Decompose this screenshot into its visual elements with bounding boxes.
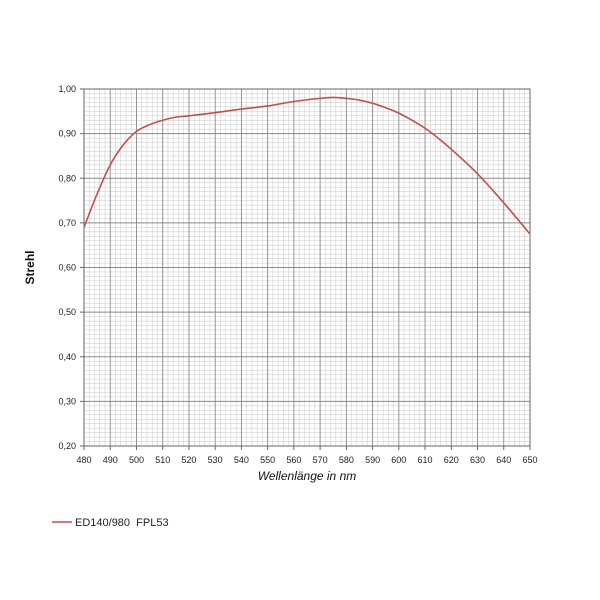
x-tick-label: 530 <box>208 455 223 465</box>
grid-major <box>80 88 531 450</box>
x-tick-label: 510 <box>155 455 170 465</box>
x-tick-label: 520 <box>181 455 196 465</box>
y-tick-label: 0,30 <box>58 396 76 406</box>
x-tick-label: 570 <box>313 455 328 465</box>
y-tick-label: 0,50 <box>58 307 76 317</box>
x-tick-label: 620 <box>444 455 459 465</box>
x-tick-label: 630 <box>470 455 485 465</box>
y-tick-label: 1,00 <box>58 84 76 94</box>
plot-frame <box>83 88 531 447</box>
x-axis-title: Wellenlänge in nm <box>258 469 357 483</box>
series-layer <box>83 96 531 235</box>
x-tick-label: 580 <box>339 455 354 465</box>
legend: ED140/980 FPL53 <box>52 517 169 529</box>
x-tick-label: 490 <box>103 455 118 465</box>
y-tick-label: 0,80 <box>58 173 76 183</box>
x-tick-label: 480 <box>76 455 91 465</box>
y-axis-title: Strehl <box>23 250 37 284</box>
y-tick-labels: 0,20 0,30 0,40 0,50 0,60 0,70 0,80 0,90 1,00 <box>58 84 76 451</box>
x-tick-label: 650 <box>522 455 537 465</box>
legend-label-ed140-980-fpl53: ED140/980 FPL53 <box>75 517 169 529</box>
x-tick-label: 640 <box>496 455 511 465</box>
y-tick-label: 0,20 <box>58 441 76 451</box>
series-line-0 <box>83 96 531 235</box>
x-tick-label: 590 <box>365 455 380 465</box>
y-tick-label: 0,90 <box>58 129 76 139</box>
x-tick-label: 500 <box>129 455 144 465</box>
x-tick-labels: 480 490 500 510 520 530 540 550 560 570 580 590 600 6… <box>76 455 537 465</box>
x-tick-label: 550 <box>260 455 275 465</box>
y-tick-label: 0,70 <box>58 218 76 228</box>
y-tick-label: 0,60 <box>58 263 76 273</box>
x-tick-label: 600 <box>391 455 406 465</box>
x-tick-label: 560 <box>286 455 301 465</box>
x-tick-label: 540 <box>234 455 249 465</box>
x-tick-label: 610 <box>418 455 433 465</box>
y-tick-label: 0,40 <box>58 352 76 362</box>
